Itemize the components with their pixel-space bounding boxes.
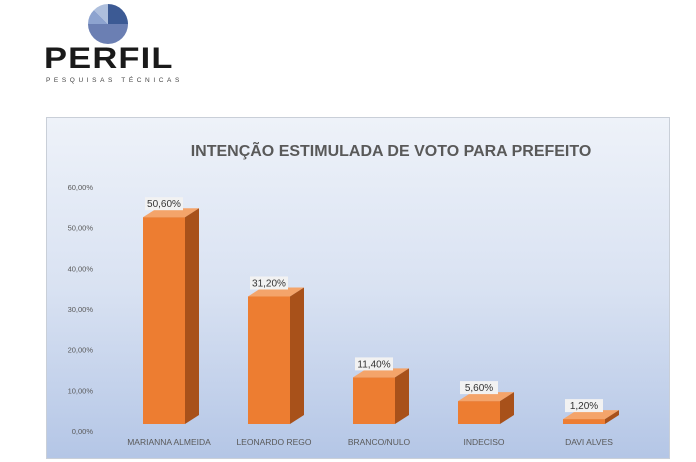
bar-front [353, 377, 395, 424]
bar-side [290, 287, 304, 424]
y-tick-label: 60,00% [68, 183, 94, 192]
data-label: 1,20% [570, 401, 598, 412]
data-label-bg [460, 381, 498, 395]
bar: 11,40% [353, 357, 409, 424]
bar: 5,60% [458, 381, 514, 424]
bar-top [143, 208, 199, 218]
y-tick-label: 20,00% [68, 346, 94, 355]
bar-front [458, 401, 500, 424]
data-label-bg [250, 276, 288, 290]
brand-name: PERFIL [44, 42, 174, 75]
y-tick-label: 10,00% [68, 386, 94, 395]
chart-title: INTENÇÃO ESTIMULADA DE VOTO PARA PREFEIT… [191, 140, 592, 160]
bar-top [248, 287, 304, 297]
bar-front [143, 217, 185, 424]
brand-tagline: PESQUISAS TÉCNICAS [46, 77, 183, 84]
bar-side [185, 208, 199, 424]
bar: 31,20% [248, 276, 304, 424]
y-tick-label: 0,00% [72, 427, 94, 436]
bar: 1,20% [563, 399, 619, 424]
bar-top [563, 410, 619, 420]
bar-side [395, 368, 409, 424]
x-tick-label: INDECISO [463, 437, 504, 447]
x-tick-label: DAVI ALVES [565, 437, 613, 447]
logo-pie-icon [88, 4, 128, 44]
y-tick-label: 30,00% [68, 305, 94, 314]
data-label: 50,60% [147, 199, 181, 210]
data-label-bg [145, 197, 183, 211]
data-label-bg [565, 399, 603, 413]
bar-top [458, 392, 514, 402]
x-tick-label: LEONARDO REGO [236, 437, 311, 447]
bar-chart: INTENÇÃO ESTIMULADA DE VOTO PARA PREFEIT… [68, 140, 619, 447]
data-label: 11,40% [357, 359, 390, 370]
data-label: 5,60% [465, 383, 493, 394]
x-tick-label: BRANCO/NULO [348, 437, 411, 447]
data-label-bg [355, 357, 393, 371]
bar: 50,60% [143, 197, 199, 424]
bar-front [248, 296, 290, 424]
y-tick-label: 50,00% [68, 224, 94, 233]
x-tick-label: MARIANNA ALMEIDA [127, 437, 211, 447]
y-tick-label: 40,00% [68, 264, 94, 273]
data-label: 31,20% [252, 278, 286, 289]
bar-side [500, 392, 514, 424]
chart-area: INTENÇÃO ESTIMULADA DE VOTO PARA PREFEIT… [46, 117, 670, 459]
bar-front [563, 419, 605, 424]
bar-side [605, 410, 619, 424]
bar-top [353, 368, 409, 378]
